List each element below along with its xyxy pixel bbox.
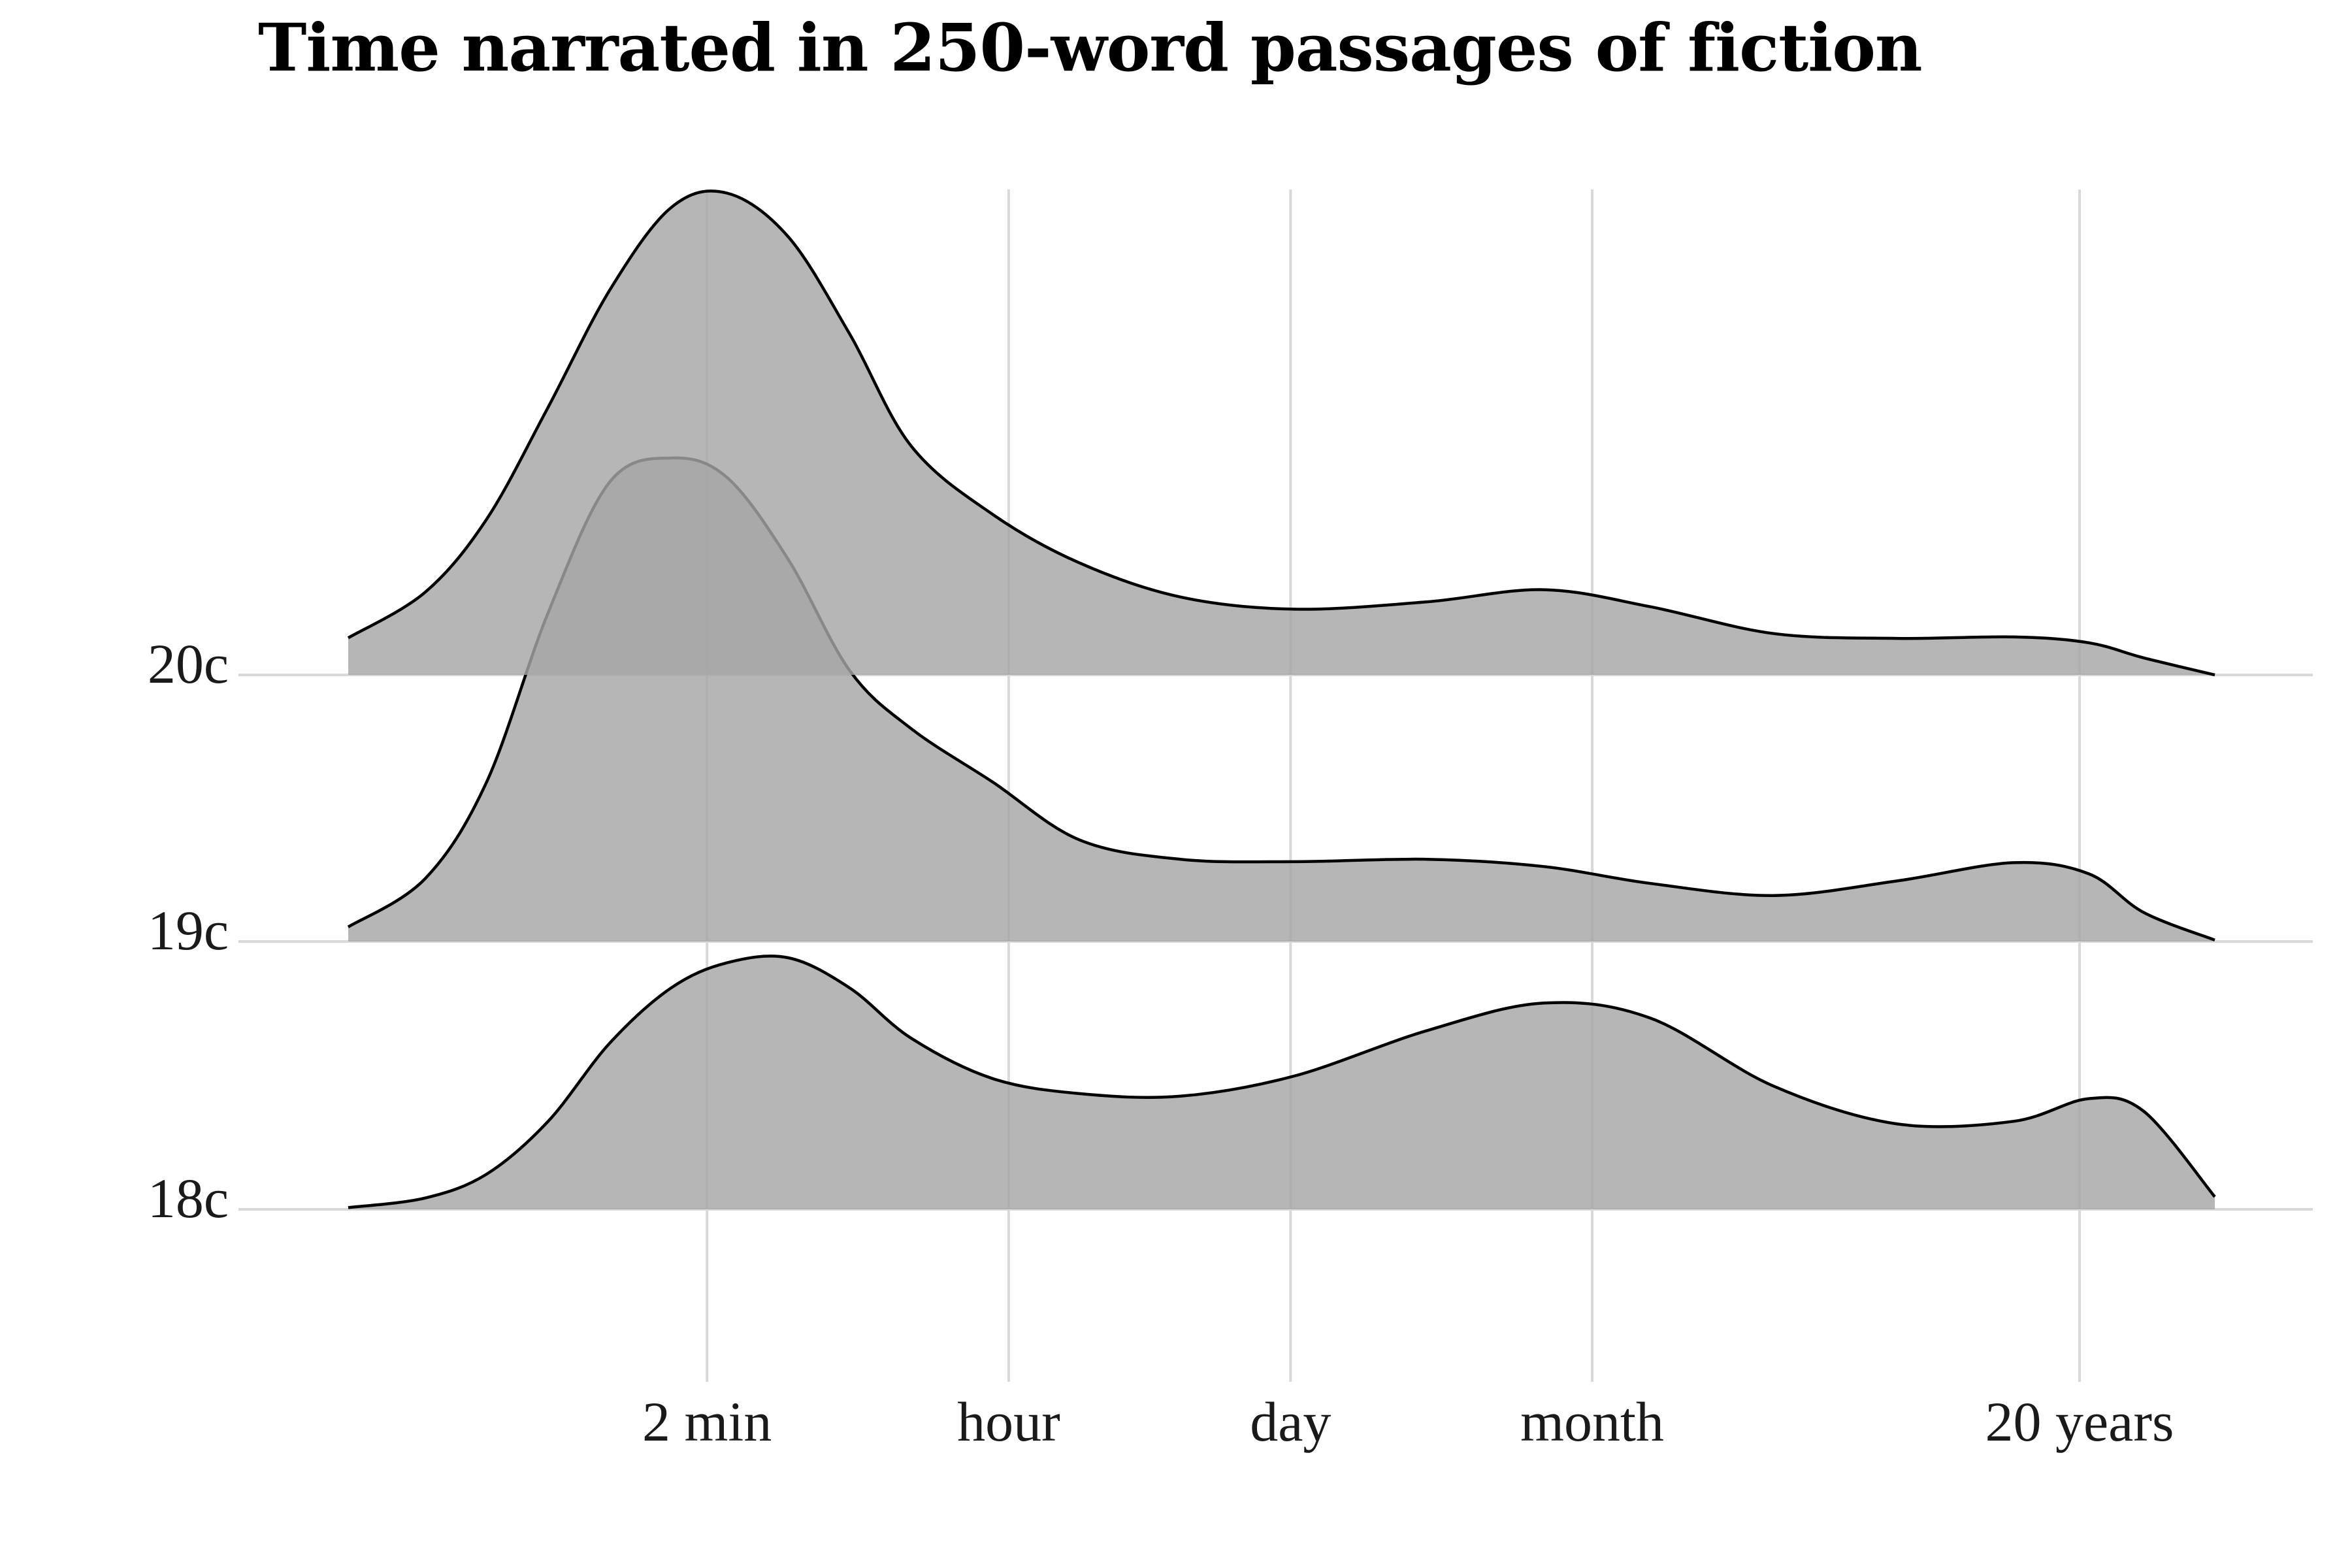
- x-axis-tick-labels: 2 min hour day month 20 years: [642, 1390, 2174, 1453]
- row-labels: 20c 19c 18c: [148, 632, 229, 1230]
- x-tick-label: day: [1250, 1390, 1331, 1453]
- ridge-18c: [348, 955, 2216, 1209]
- ridges: [347, 189, 2216, 1209]
- chart-title: Time narrated in 250-word passages of fi…: [258, 9, 1923, 86]
- x-tick-label: 20 years: [1985, 1390, 2174, 1453]
- ridge-outline-18c: [348, 955, 2216, 1209]
- ridge-fill-20c: [348, 191, 2215, 675]
- ridge-20c: [347, 189, 2215, 677]
- ridge-outline-20c: [347, 189, 2215, 677]
- row-label-19c: 19c: [148, 899, 229, 962]
- x-tick-label: hour: [957, 1390, 1060, 1453]
- x-tick-label: 2 min: [642, 1390, 772, 1453]
- x-tick-label: month: [1520, 1390, 1664, 1453]
- ridge-fill-19c: [348, 457, 2215, 941]
- row-label-20c: 20c: [148, 632, 229, 695]
- row-label-18c: 18c: [148, 1167, 229, 1230]
- ridge-fill-18c: [348, 956, 2215, 1209]
